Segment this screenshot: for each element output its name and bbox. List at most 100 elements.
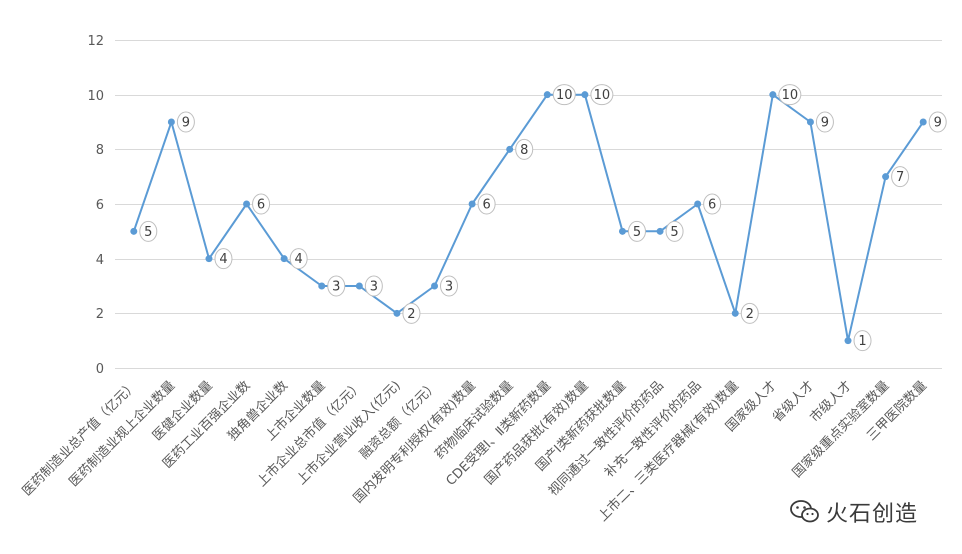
- y-tick-label: 12: [87, 34, 104, 49]
- data-point: [506, 145, 514, 153]
- data-point: [355, 282, 363, 290]
- data-label: 4: [289, 248, 308, 270]
- data-label: 10: [590, 84, 614, 106]
- data-label-bubble: [477, 193, 496, 215]
- data-label-bubble: [214, 248, 233, 270]
- data-label: 9: [815, 111, 834, 133]
- data-point: [130, 227, 138, 235]
- data-label-bubble: [815, 111, 834, 133]
- data-label-text: 3: [445, 280, 453, 295]
- data-point: [656, 227, 664, 235]
- data-point: [731, 309, 739, 317]
- y-tick-label: 8: [96, 143, 104, 158]
- data-label-text: 5: [144, 225, 152, 240]
- watermark: 火石创造: [790, 496, 918, 528]
- data-label-bubble: [740, 302, 759, 324]
- data-label-text: 10: [594, 88, 611, 103]
- data-label-text: 2: [746, 307, 754, 322]
- data-label: 3: [440, 275, 459, 297]
- data-point: [318, 282, 326, 290]
- y-tick-label: 4: [96, 253, 104, 268]
- data-label: 7: [891, 166, 910, 188]
- data-label-text: 9: [182, 116, 190, 131]
- data-label-bubble: [440, 275, 459, 297]
- data-point: [769, 91, 777, 99]
- data-label-text: 10: [782, 88, 799, 103]
- data-label: 5: [627, 220, 646, 242]
- data-label-text: 4: [295, 252, 303, 267]
- data-label-bubble: [590, 84, 614, 106]
- data-label-bubble: [928, 111, 947, 133]
- data-label: 6: [252, 193, 271, 215]
- y-tick-label: 0: [96, 362, 104, 377]
- series-markers: [130, 91, 927, 345]
- data-label: 3: [364, 275, 383, 297]
- data-point: [882, 173, 890, 181]
- data-label-text: 5: [633, 225, 641, 240]
- data-label-bubble: [778, 84, 802, 106]
- data-label-bubble: [402, 302, 421, 324]
- data-label: 4: [214, 248, 233, 270]
- data-label-bubble: [176, 111, 195, 133]
- data-label: 2: [740, 302, 759, 324]
- data-label-text: 4: [219, 252, 227, 267]
- data-label-text: 3: [370, 280, 378, 295]
- data-label: 10: [552, 84, 576, 106]
- data-point: [393, 309, 401, 317]
- y-tick-label: 2: [96, 307, 104, 322]
- wechat-icon: [790, 500, 819, 523]
- data-label: 2: [402, 302, 421, 324]
- y-axis-ticks: 0 2 4 6 8 10 12: [87, 34, 104, 377]
- data-label-bubble: [665, 220, 684, 242]
- data-point: [280, 255, 288, 263]
- data-point: [243, 200, 251, 208]
- data-label-bubble: [891, 166, 910, 188]
- data-label: 1: [853, 330, 872, 352]
- series-line-path: [132, 93, 925, 342]
- gridlines: [115, 40, 942, 369]
- data-label-bubble: [552, 84, 576, 106]
- data-point: [694, 200, 702, 208]
- y-tick-label: 6: [96, 198, 104, 213]
- data-label-text: 6: [708, 198, 716, 213]
- data-label-bubble: [627, 220, 646, 242]
- data-point: [618, 227, 626, 235]
- data-label-text: 6: [257, 198, 265, 213]
- data-label: 5: [139, 220, 158, 242]
- data-label: 9: [928, 111, 947, 133]
- data-point: [431, 282, 439, 290]
- watermark-text: 火石创造: [826, 502, 919, 527]
- data-label-text: 9: [821, 116, 829, 131]
- data-label-bubble: [327, 275, 346, 297]
- data-label-text: 6: [482, 198, 490, 213]
- data-label-bubble: [515, 138, 534, 160]
- data-label-bubble: [853, 330, 872, 352]
- data-label-text: 9: [934, 116, 942, 131]
- data-point: [543, 91, 551, 99]
- data-point: [806, 118, 814, 126]
- data-label-text: 8: [520, 143, 528, 158]
- data-label: 8: [515, 138, 534, 160]
- data-point: [205, 255, 213, 263]
- data-label-text: 10: [556, 88, 573, 103]
- data-label-text: 3: [332, 280, 340, 295]
- data-label: 6: [703, 193, 722, 215]
- data-label: 6: [477, 193, 496, 215]
- y-tick-label: 10: [87, 89, 104, 104]
- data-label-bubble: [252, 193, 271, 215]
- data-label-bubble: [139, 220, 158, 242]
- data-label-bubble: [703, 193, 722, 215]
- data-label: 5: [665, 220, 684, 242]
- data-label-bubble: [364, 275, 383, 297]
- data-label-text: 5: [670, 225, 678, 240]
- data-label-text: 2: [407, 307, 415, 322]
- series-line: [132, 93, 925, 342]
- data-point: [581, 91, 589, 99]
- data-label: 10: [778, 84, 802, 106]
- data-label: 9: [176, 111, 195, 133]
- data-point: [167, 118, 175, 126]
- data-label: 3: [327, 275, 346, 297]
- data-label-bubble: [289, 248, 308, 270]
- data-labels: 5 9 4 6 4 3 3 2 3 6 8 10 10 5 5 6 2 10 9 1 7 9: [139, 84, 947, 352]
